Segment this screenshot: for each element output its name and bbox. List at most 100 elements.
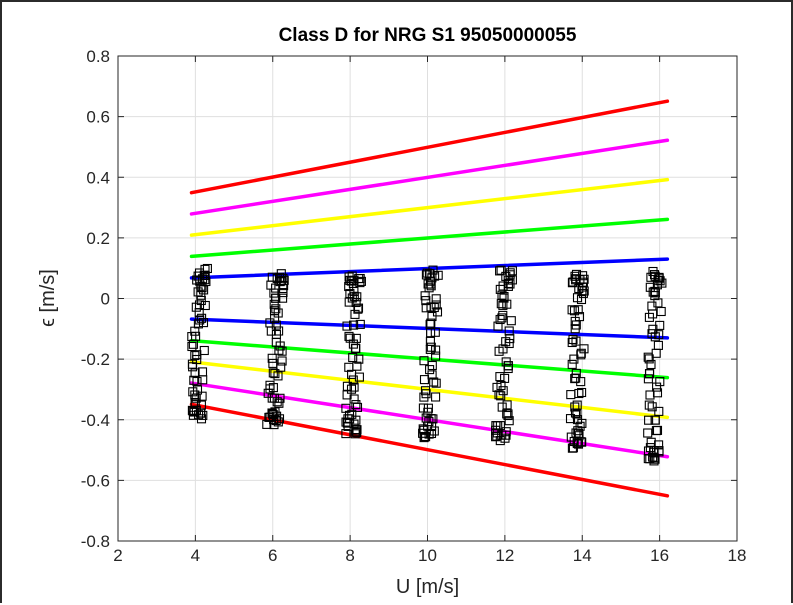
x-tick-label: 16 xyxy=(650,546,669,565)
band-line xyxy=(189,99,670,195)
scatter-point xyxy=(507,266,517,276)
chart-title: Class D for NRG S1 95050000055 xyxy=(279,25,577,46)
scatter-point xyxy=(341,403,351,413)
band-line xyxy=(189,138,670,216)
scatter-point xyxy=(190,399,200,409)
scatter-point xyxy=(568,443,578,453)
scatter-point xyxy=(277,276,287,286)
scatter-point xyxy=(644,369,655,379)
scatter-point xyxy=(426,302,436,312)
scatter-point xyxy=(345,275,355,285)
scatter-point xyxy=(577,387,587,398)
scatter-point xyxy=(491,425,501,435)
scatter-point xyxy=(644,400,654,410)
scatter-point xyxy=(353,303,364,313)
x-tick-label: 2 xyxy=(113,546,122,565)
scatter-point xyxy=(351,425,361,435)
scatter-point xyxy=(498,344,508,354)
scatter-point xyxy=(575,421,585,431)
scatter-point xyxy=(653,340,663,350)
x-tick-label: 12 xyxy=(495,546,514,565)
scatter-point xyxy=(425,336,435,346)
y-tick-label: 0.4 xyxy=(86,168,110,187)
scatter-point xyxy=(352,292,362,302)
y-tick-label: -0.8 xyxy=(81,532,110,551)
scatter-point xyxy=(423,403,433,413)
scatter-point xyxy=(495,284,505,294)
scatter-point xyxy=(347,409,357,419)
scatter-point xyxy=(273,371,283,381)
scatter-point xyxy=(572,400,582,410)
y-tick-label: -0.6 xyxy=(81,471,110,490)
scatter-point xyxy=(268,383,278,393)
scatter-point xyxy=(574,312,585,322)
scatter-point xyxy=(649,447,659,457)
scatter-point xyxy=(493,421,503,431)
scatter-point xyxy=(345,333,355,343)
scatter-point xyxy=(421,413,431,423)
scatter-point xyxy=(419,392,429,402)
scatter-point xyxy=(268,410,278,420)
scatter-point xyxy=(189,375,199,385)
scatter-point xyxy=(650,415,660,425)
scatter-point xyxy=(187,341,197,352)
scatter-point xyxy=(643,374,653,384)
scatter-point xyxy=(418,403,428,413)
scatter-point xyxy=(578,271,588,281)
scatter-point xyxy=(199,270,210,280)
scatter-point xyxy=(428,265,438,275)
scatter-point xyxy=(190,390,200,400)
scatter-point xyxy=(421,296,431,306)
scatter-point xyxy=(572,409,582,419)
scatter-point xyxy=(342,321,352,331)
scatter-point xyxy=(188,387,198,397)
scatter-point xyxy=(501,427,511,437)
scatter-point xyxy=(652,382,662,392)
scatter-point xyxy=(644,354,654,364)
scatter-point xyxy=(644,312,654,322)
x-tick-label: 18 xyxy=(728,546,747,565)
scatter-point xyxy=(427,370,437,380)
scatter-point xyxy=(497,313,507,323)
scatter-point xyxy=(655,320,665,330)
scatter-point xyxy=(344,281,354,292)
scatter-point xyxy=(497,402,507,412)
scatter-point xyxy=(648,266,658,277)
scatter-point xyxy=(344,362,354,372)
scatter-point xyxy=(349,382,359,392)
x-axis-label: U [m/s] xyxy=(396,576,459,598)
scatter-point xyxy=(354,372,364,382)
x-tick-label: 10 xyxy=(418,546,437,565)
band-line xyxy=(189,177,670,237)
scatter-point xyxy=(431,351,441,361)
scatter-point xyxy=(275,393,285,403)
scatter-point xyxy=(495,372,505,382)
scatter-point xyxy=(344,331,354,341)
scatter-point xyxy=(492,431,502,441)
scatter-point xyxy=(196,414,207,424)
scatter-point xyxy=(274,326,284,336)
scatter-point xyxy=(505,268,515,278)
scatter-point xyxy=(191,331,201,341)
scatter-point xyxy=(197,391,207,401)
scatter-point xyxy=(429,302,439,313)
scatter-point xyxy=(262,419,272,429)
scatter-point xyxy=(431,294,441,304)
scatter-point xyxy=(419,375,430,385)
scatter-point xyxy=(351,333,361,343)
scatter-point xyxy=(656,306,666,317)
scatter-point xyxy=(427,360,437,371)
scatter-point xyxy=(193,271,203,281)
scatter-point xyxy=(654,446,664,456)
y-tick-label: 0.2 xyxy=(86,229,110,248)
band-line xyxy=(189,217,670,259)
x-tick-label: 6 xyxy=(268,546,277,565)
scatter-point xyxy=(277,356,287,366)
scatter-point xyxy=(354,354,364,364)
y-tick-label: -0.4 xyxy=(81,411,110,430)
scatter-point xyxy=(645,282,655,292)
scatter-point xyxy=(654,440,664,450)
scatter-point xyxy=(197,367,208,377)
scatter-point xyxy=(195,315,205,325)
scatter-point xyxy=(504,326,514,336)
